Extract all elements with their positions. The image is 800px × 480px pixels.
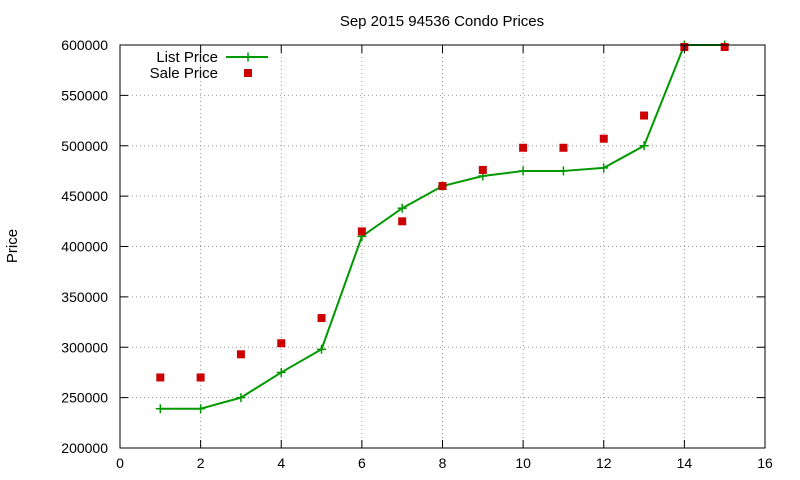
y-tick-label: 300000: [61, 339, 108, 355]
sale-price-point: [640, 111, 649, 120]
sale-price-point: [277, 339, 286, 348]
legend-label: Sale Price: [150, 65, 218, 82]
list-price-point: [317, 344, 327, 354]
list-price-point: [558, 166, 568, 176]
list-price-point: [155, 404, 165, 414]
y-tick-label: 500000: [61, 138, 108, 154]
y-axis-label: Price: [4, 229, 21, 263]
y-tick-label: 550000: [61, 87, 108, 103]
list-price-point: [397, 203, 407, 213]
sale-price-point: [156, 373, 165, 382]
x-tick-label: 10: [515, 455, 531, 471]
x-tick-label: 8: [439, 455, 447, 471]
list-price-line: [160, 44, 725, 410]
legend-entry-list-price: List Price: [156, 49, 268, 66]
y-tick-label: 200000: [61, 440, 108, 456]
list-price-point: [276, 367, 286, 377]
y-tick-label: 250000: [61, 390, 108, 406]
y-tick-label: 600000: [61, 37, 108, 53]
legend-marker: [243, 52, 253, 62]
list-price-point: [196, 404, 206, 414]
legend-entry-sale-price: Sale Price: [150, 65, 252, 82]
sale-price-point: [196, 373, 205, 382]
series-sale-price: [156, 43, 729, 382]
x-tick-label: 0: [116, 455, 124, 471]
chart-title: Sep 2015 94536 Condo Prices: [340, 13, 544, 30]
sale-price-point: [317, 314, 326, 323]
y-tick-label: 350000: [61, 289, 108, 305]
sale-price-point: [559, 143, 568, 152]
legend-label: List Price: [156, 49, 218, 66]
sale-price-point: [599, 134, 608, 143]
sale-price-point: [478, 165, 487, 174]
axis-ticks: 200000 250000 300000 350000 400000 450000 5000…: [61, 37, 773, 471]
x-tick-label: 4: [277, 455, 285, 471]
list-price-point: [518, 166, 528, 176]
sale-price-point: [357, 227, 366, 236]
plot-series: [155, 40, 730, 414]
sale-price-point: [519, 143, 528, 152]
sale-price-point: [720, 43, 729, 52]
x-tick-label: 14: [677, 455, 693, 471]
sale-price-point: [438, 182, 447, 191]
x-tick-label: 12: [596, 455, 612, 471]
list-price-point: [599, 163, 609, 173]
grid-lines: [120, 45, 765, 448]
y-tick-label: 400000: [61, 239, 108, 255]
sale-price-point: [236, 350, 245, 359]
x-tick-label: 2: [197, 455, 205, 471]
x-tick-label: 16: [757, 455, 773, 471]
legend-marker: [244, 69, 252, 77]
list-price-point: [236, 393, 246, 403]
list-price-point: [639, 141, 649, 151]
y-tick-label: 450000: [61, 188, 108, 204]
x-tick-label: 6: [358, 455, 366, 471]
sale-price-point: [398, 217, 407, 226]
